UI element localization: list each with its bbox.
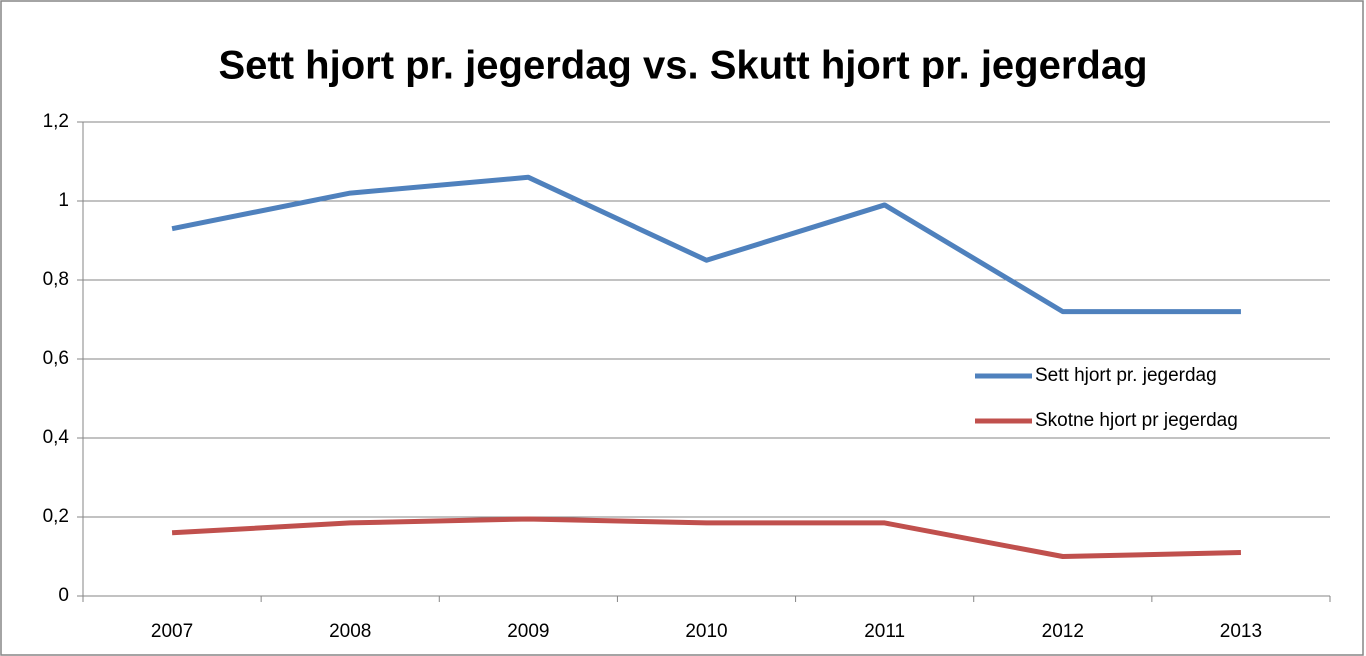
x-tick-label: 2007 — [151, 621, 193, 642]
line-series — [171, 516, 1241, 559]
y-tick-label: 1 — [58, 190, 69, 211]
x-tick-label: 2012 — [1042, 621, 1084, 642]
x-tick-label: 2013 — [1220, 621, 1262, 642]
y-tick-label: 0,2 — [43, 506, 69, 527]
x-tick-label: 2009 — [507, 621, 549, 642]
x-tick-label: 2008 — [329, 621, 371, 642]
y-tick-label: 0,4 — [43, 427, 70, 448]
legend-label: Sett hjort pr. jegerdag — [1035, 365, 1217, 386]
line-series — [171, 174, 1241, 315]
chart-title: Sett hjort pr. jegerdag vs. Skutt hjort … — [218, 44, 1147, 88]
x-tick-label: 2011 — [864, 621, 905, 642]
legend-label: Skotne hjort pr jegerdag — [1035, 410, 1238, 431]
y-tick-label: 0,6 — [43, 348, 69, 369]
y-tick-label: 0 — [58, 585, 69, 606]
y-tick-label: 1,2 — [43, 111, 69, 132]
y-tick-label: 0,8 — [43, 269, 69, 290]
x-tick-label: 2010 — [685, 621, 727, 642]
